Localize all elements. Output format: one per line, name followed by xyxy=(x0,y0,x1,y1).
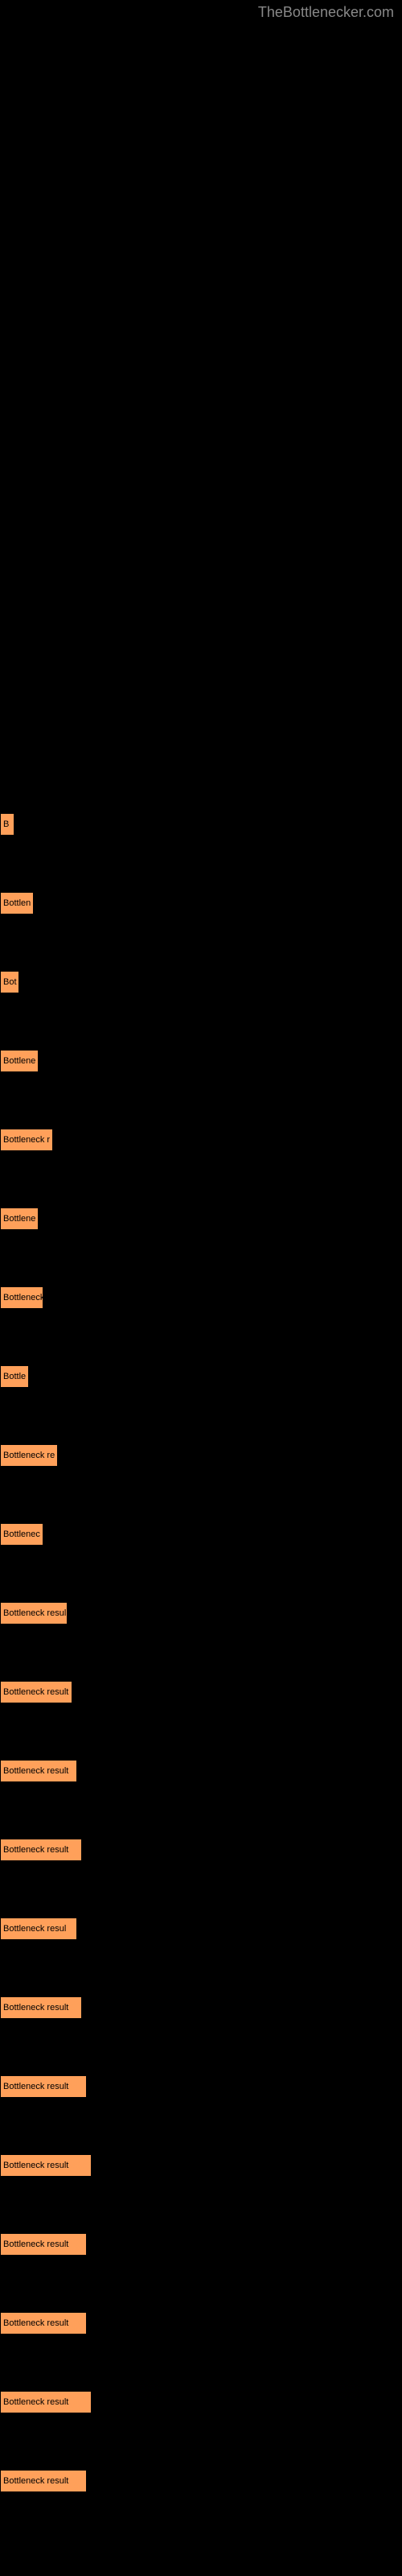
chart-bar: Bottlen xyxy=(0,892,34,914)
bar-row: Bottle xyxy=(0,1365,402,1388)
chart-bar: Bottleneck result xyxy=(0,2312,87,2334)
bar-row: Bottleneck resul xyxy=(0,1918,402,1940)
bar-row: Bottleneck result xyxy=(0,2312,402,2334)
chart-bar: Bottleneck result xyxy=(0,2391,92,2413)
chart-bar: Bottleneck result xyxy=(0,2470,87,2492)
bar-row: Bottleneck result xyxy=(0,1839,402,1861)
bar-row: Bottlene xyxy=(0,1208,402,1230)
chart-bar: Bottleneck result xyxy=(0,2075,87,2098)
bar-row: Bottleneck result xyxy=(0,2154,402,2177)
chart-bar: Bottlene xyxy=(0,1208,39,1230)
chart-bar: Bottleneck result xyxy=(0,1839,82,1861)
bar-row: Bottleneck re xyxy=(0,1444,402,1467)
chart-bar: Bottleneck resul xyxy=(0,1602,68,1624)
bar-row: B xyxy=(0,813,402,836)
watermark-text: TheBottlenecker.com xyxy=(258,4,394,21)
chart-bar: Bot xyxy=(0,971,19,993)
chart-bar: Bottleneck result xyxy=(0,1996,82,2019)
chart-bar: Bottleneck xyxy=(0,1286,43,1309)
chart-bar: Bottleneck result xyxy=(0,2154,92,2177)
bar-row: Bottleneck result xyxy=(0,1996,402,2019)
bar-row: Bottlene xyxy=(0,1050,402,1072)
chart-bar: Bottleneck re xyxy=(0,1444,58,1467)
chart-bar: Bottleneck r xyxy=(0,1129,53,1151)
bar-row: Bottleneck result xyxy=(0,2470,402,2492)
bar-row: Bot xyxy=(0,971,402,993)
bar-row: Bottleneck result xyxy=(0,1760,402,1782)
bar-chart: B Bottlen Bot Bottlene Bottleneck r Bottlene B… xyxy=(0,813,402,2549)
chart-bar: Bottleneck resul xyxy=(0,1918,77,1940)
chart-bar: Bottleneck result xyxy=(0,2233,87,2256)
chart-bar: Bottle xyxy=(0,1365,29,1388)
bar-row: Bottlen xyxy=(0,892,402,914)
bar-row: Bottleneck xyxy=(0,1286,402,1309)
bar-row: Bottleneck result xyxy=(0,2075,402,2098)
chart-bar: B xyxy=(0,813,14,836)
bar-row: Bottleneck result xyxy=(0,2233,402,2256)
chart-bar: Bottleneck result xyxy=(0,1760,77,1782)
bar-row: Bottleneck result xyxy=(0,2391,402,2413)
bar-row: Bottleneck result xyxy=(0,1681,402,1703)
bar-row: Bottleneck r xyxy=(0,1129,402,1151)
chart-bar: Bottleneck result xyxy=(0,1681,72,1703)
bar-row: Bottleneck resul xyxy=(0,1602,402,1624)
chart-bar: Bottlenec xyxy=(0,1523,43,1546)
bar-row: Bottlenec xyxy=(0,1523,402,1546)
chart-bar: Bottlene xyxy=(0,1050,39,1072)
